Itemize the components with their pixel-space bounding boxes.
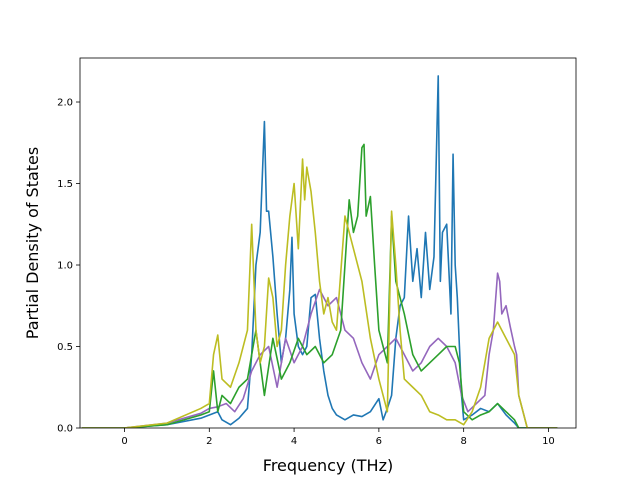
plot-area — [80, 58, 576, 428]
x-tick-label: 8 — [460, 436, 466, 447]
series-line-4 — [81, 158, 558, 428]
x-tick-label: 2 — [206, 436, 212, 447]
y-tick-label: 1.0 — [57, 261, 73, 272]
y-tick-label: 2.0 — [57, 98, 73, 109]
series-layer — [81, 75, 558, 428]
y-axis: 0.0 0.5 1.0 1.5 2.0 — [57, 98, 80, 435]
x-tick-label: 0 — [121, 436, 127, 447]
x-axis-label: Frequency (THz) — [263, 456, 393, 475]
series-line-1 — [81, 75, 558, 428]
x-tick-label: 10 — [542, 436, 555, 447]
y-tick-label: 1.5 — [57, 179, 73, 190]
y-tick-label: 0.0 — [57, 424, 73, 435]
plot-frame — [79, 57, 577, 429]
x-tick-label: 6 — [376, 436, 382, 447]
x-axis: 0 2 4 6 8 10 — [121, 428, 555, 447]
x-tick-label: 4 — [291, 436, 297, 447]
y-axis-label: Partial Density of States — [23, 147, 42, 339]
series-line-3 — [81, 143, 558, 428]
y-tick-label: 0.5 — [57, 342, 73, 353]
